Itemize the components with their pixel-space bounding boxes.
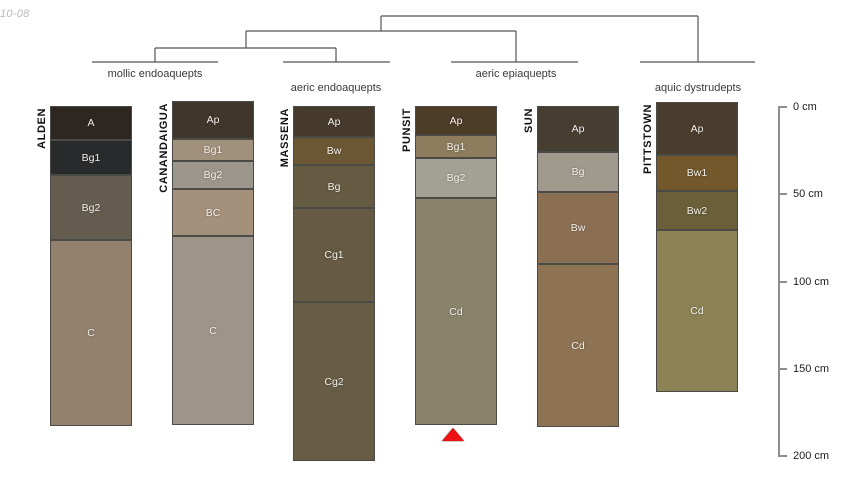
horizon-label: Cd [449,305,463,318]
horizon-canandaigua-bc[interactable]: BC [172,189,254,236]
horizon-label: Cd [571,339,585,352]
axis-tick-150 [778,368,787,370]
horizon-massena-cg2[interactable]: Cg2 [293,302,375,461]
horizon-pittstown-ap[interactable]: Ap [656,102,738,155]
horizon-massena-ap[interactable]: Ap [293,106,375,137]
axis-tick-label-200: 200 cm [793,450,830,462]
soil-column-massena: Ap Bw Bg Cg1 Cg2 [293,106,375,461]
horizon-label: Bw [570,222,586,234]
clade-label-3: aquic dystrudepts [654,82,742,94]
horizon-label: C [209,324,217,337]
axis-spine [778,106,780,455]
soil-column-alden: A Bg1 Bg2 C [50,106,132,426]
horizon-canandaigua-ap[interactable]: Ap [172,101,254,139]
horizon-massena-cg1[interactable]: Cg1 [293,208,375,302]
horizon-label: Ap [690,122,704,135]
horizon-label: Bg1 [81,151,101,164]
horizon-alden-bg1[interactable]: Bg1 [50,140,132,175]
horizon-alden-bg2[interactable]: Bg2 [50,175,132,240]
axis-tick-label-150: 150 cm [793,363,830,375]
horizon-punsit-bg1[interactable]: Bg1 [415,135,497,158]
soil-column-pittstown: Ap Bw1 Bw2 Cd [656,102,738,392]
horizon-pittstown-cd[interactable]: Cd [656,230,738,392]
horizon-label: Ap [449,114,463,127]
horizon-sun-bg[interactable]: Bg [537,152,619,192]
horizon-punsit-bg2[interactable]: Bg2 [415,158,497,198]
horizon-massena-bg[interactable]: Bg [293,165,375,208]
horizon-label: Bg2 [81,201,101,214]
horizon-alden-a[interactable]: A [50,106,132,140]
horizon-label: Bg [571,166,585,178]
dendrogram-lines [92,15,755,63]
horizon-label: Cg1 [324,249,344,261]
horizon-sun-ap[interactable]: Ap [537,106,619,152]
axis-tick-200 [778,455,787,457]
horizon-label: Ap [327,115,341,128]
soil-column-canandaigua: Ap Bg1 Bg2 BC C [172,101,254,425]
horizon-label: Cg2 [324,375,344,388]
axis-tick-label-50: 50 cm [793,188,823,200]
axis-tick-label-100: 100 cm [793,276,830,288]
horizon-label: Cd [690,305,704,317]
horizon-label: Bw2 [686,204,708,217]
horizon-punsit-cd[interactable]: Cd [415,198,497,425]
horizon-label: BC [205,206,221,219]
horizon-label: Ap [571,123,585,135]
axis-tick-label-0: 0 cm [793,101,817,113]
horizon-label: Bg [327,180,341,193]
horizon-canandaigua-bg1[interactable]: Bg1 [172,139,254,161]
horizon-label: A [87,117,95,129]
horizon-label: Bw [326,145,342,157]
axis-tick-0 [778,106,787,108]
horizon-label: Bg2 [446,172,466,184]
horizon-label: Ap [206,114,220,126]
horizon-punsit-ap[interactable]: Ap [415,106,497,135]
horizon-label: Bg2 [203,169,223,181]
horizon-pittstown-bw1[interactable]: Bw1 [656,155,738,191]
soil-column-punsit: Ap Bg1 Bg2 Cd [415,106,497,425]
date-stamp: -10-08 [0,8,30,20]
horizon-label: C [87,327,95,339]
clade-label-0: mollic endoaquepts [107,68,203,80]
horizon-label: Bg1 [446,140,466,153]
horizon-canandaigua-c[interactable]: C [172,236,254,425]
horizon-label: Bg1 [203,144,223,156]
axis-tick-50 [778,193,787,195]
horizon-sun-bw[interactable]: Bw [537,192,619,264]
horizon-label: Bw1 [686,167,708,179]
horizon-pittstown-bw2[interactable]: Bw2 [656,191,738,230]
horizon-canandaigua-bg2[interactable]: Bg2 [172,161,254,189]
horizon-alden-c[interactable]: C [50,240,132,426]
clade-label-2: aeric epiaquepts [475,68,557,80]
horizon-sun-cd[interactable]: Cd [537,264,619,427]
axis-tick-100 [778,281,787,283]
clade-label-1: aeric endoaquepts [290,82,382,94]
taxonomy-dendrogram: mollic endoaquepts aeric endoaquepts aeric… [0,0,850,100]
soil-column-sun: Ap Bg Bw Cd [537,106,619,427]
horizon-massena-bw[interactable]: Bw [293,137,375,165]
water-table-marker[interactable] [442,428,464,441]
